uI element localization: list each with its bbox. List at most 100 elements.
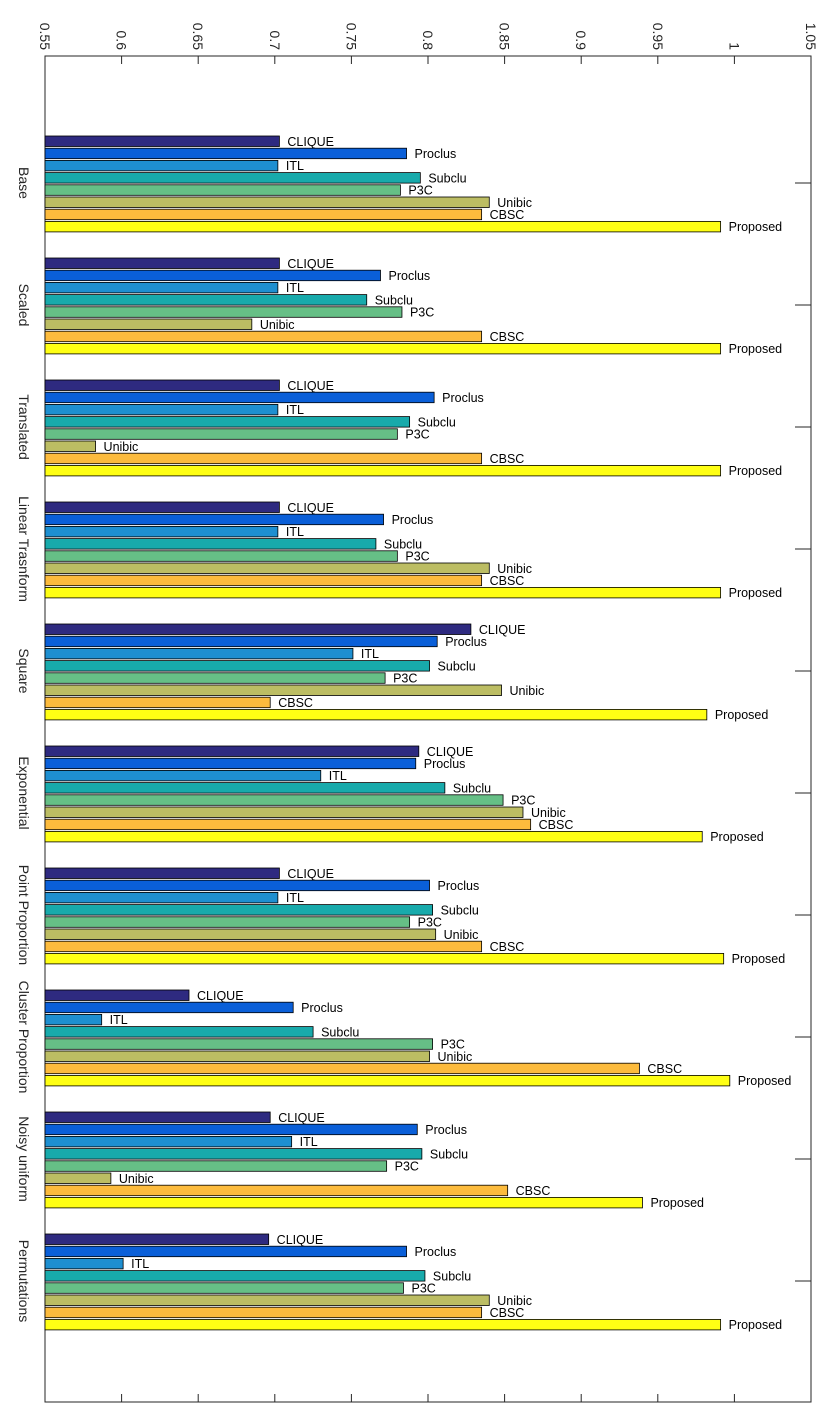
bar-label-subclu: Subclu bbox=[430, 1147, 468, 1161]
bar-proposed-translated bbox=[44, 464, 722, 477]
category-label: Scaled bbox=[16, 284, 32, 327]
x-tick-label: 0.95 bbox=[650, 23, 666, 50]
bar-label-p3c: P3C bbox=[418, 916, 442, 930]
bar-subclu-permutations bbox=[44, 1270, 426, 1282]
bar-label-cbsc: CBSC bbox=[516, 1184, 551, 1198]
category-label: Linear Trasnform bbox=[16, 496, 32, 602]
bar-p3c-point-proportion bbox=[44, 916, 411, 928]
bar-label-p3c: P3C bbox=[411, 1282, 435, 1296]
bar-label-clique: CLIQUE bbox=[287, 135, 334, 149]
bar-label-subclu: Subclu bbox=[375, 293, 413, 307]
bar-subclu-noisy-uniform bbox=[44, 1148, 423, 1160]
category-label: Base bbox=[16, 167, 32, 199]
bar-p3c-square bbox=[44, 672, 386, 684]
bar-p3c-permutations bbox=[44, 1282, 404, 1294]
bar-clique-noisy-uniform bbox=[44, 1111, 271, 1123]
bar-label-clique: CLIQUE bbox=[197, 989, 244, 1003]
bar-cbsc-permutations bbox=[44, 1306, 483, 1319]
category-axis-labels: Base Scaled Translated Linear Trasnform Squa… bbox=[16, 167, 32, 1322]
category-label: Translated bbox=[16, 394, 32, 460]
bar-label-cbsc: CBSC bbox=[490, 574, 525, 588]
bar-proposed-base bbox=[44, 220, 722, 233]
bar-clique-permutations bbox=[44, 1233, 270, 1245]
x-tick-label: 0.6 bbox=[114, 31, 130, 51]
bar-unibic-noisy-uniform bbox=[44, 1172, 112, 1184]
bar-label-subclu: Subclu bbox=[438, 659, 476, 673]
bar-subclu-exponential bbox=[44, 782, 446, 794]
bar-label-subclu: Subclu bbox=[441, 903, 479, 917]
x-tick-label: 0.55 bbox=[37, 23, 53, 50]
bar-label-itl: ITL bbox=[329, 769, 347, 783]
bar-cbsc-exponential bbox=[44, 818, 532, 831]
category-label: Cluster Proportion bbox=[16, 981, 32, 1094]
bar-subclu-translated bbox=[44, 416, 411, 428]
bar-label-unibic: Unibic bbox=[497, 562, 532, 576]
bar-label-cbsc: CBSC bbox=[490, 940, 525, 954]
bar-proclus-translated bbox=[44, 391, 435, 404]
bar-label-unibic: Unibic bbox=[438, 1050, 473, 1064]
bar-label-p3c: P3C bbox=[511, 794, 535, 808]
bar-label-subclu: Subclu bbox=[433, 1269, 471, 1283]
bar-subclu-cluster-proportion bbox=[44, 1026, 314, 1038]
bar-proposed-permutations bbox=[44, 1319, 722, 1331]
x-tick-label: 0.65 bbox=[190, 23, 206, 50]
bar-label-proclus: Proclus bbox=[415, 147, 457, 161]
bar-label-proclus: Proclus bbox=[389, 269, 431, 283]
bar-label-p3c: P3C bbox=[408, 184, 432, 198]
x-tick-label: 0.7 bbox=[267, 31, 283, 51]
bar-unibic-scaled bbox=[44, 318, 253, 330]
bar-label-proposed: Proposed bbox=[738, 1074, 792, 1088]
bar-proclus-exponential bbox=[44, 757, 417, 770]
bar-clique-base bbox=[44, 135, 280, 147]
bar-label-clique: CLIQUE bbox=[287, 501, 334, 515]
bar-label-itl: ITL bbox=[110, 1013, 128, 1027]
bar-p3c-translated bbox=[44, 428, 398, 440]
value-axis-tick-labels: 0.55 0.6 0.65 0.7 0.75 0.8 0.85 0.9 0.95 1 1.05 bbox=[37, 23, 819, 50]
bar-label-itl: ITL bbox=[286, 891, 304, 905]
bar-label-p3c: P3C bbox=[405, 550, 429, 564]
category-label: Point Proportion bbox=[16, 865, 32, 965]
bar-proclus-point-proportion bbox=[44, 879, 430, 892]
axis-ticks bbox=[44, 56, 812, 1402]
bar-unibic-permutations bbox=[44, 1294, 490, 1306]
bar-label-proclus: Proclus bbox=[445, 635, 487, 649]
bar-label-itl: ITL bbox=[286, 281, 304, 295]
category-label: Noisy uniform bbox=[16, 1116, 32, 1202]
bar-label-itl: ITL bbox=[361, 647, 379, 661]
x-tick-label: 0.85 bbox=[497, 23, 513, 50]
bar-label-proclus: Proclus bbox=[442, 391, 484, 405]
bar-subclu-linear-trasnform bbox=[44, 538, 377, 550]
bar-label-unibic: Unibic bbox=[510, 684, 545, 698]
bar-subclu-scaled bbox=[44, 294, 368, 306]
bar-unibic-cluster-proportion bbox=[44, 1050, 430, 1062]
bar-itl-exponential bbox=[44, 770, 322, 782]
bar-p3c-scaled bbox=[44, 306, 403, 318]
bar-itl-base bbox=[44, 159, 279, 172]
bar-label-proposed: Proposed bbox=[715, 708, 769, 722]
x-tick-label: 0.75 bbox=[343, 23, 359, 50]
x-tick-label: 0.9 bbox=[573, 31, 589, 51]
bar-label-clique: CLIQUE bbox=[427, 745, 474, 759]
bar-proclus-cluster-proportion bbox=[44, 1001, 294, 1014]
bar-cbsc-translated bbox=[44, 452, 483, 465]
bar-proposed-noisy-uniform bbox=[44, 1197, 643, 1209]
bar-label-proposed: Proposed bbox=[650, 1196, 704, 1210]
bar-label-clique: CLIQUE bbox=[287, 257, 334, 271]
bar-proclus-base bbox=[44, 147, 407, 160]
x-tick-label: 0.8 bbox=[420, 31, 436, 51]
bar-proclus-permutations bbox=[44, 1245, 407, 1258]
bar-label-subclu: Subclu bbox=[453, 781, 491, 795]
bar-itl-scaled bbox=[44, 281, 279, 294]
bar-label-clique: CLIQUE bbox=[278, 1111, 325, 1125]
bar-cbsc-scaled bbox=[44, 330, 483, 343]
bar-label-proclus: Proclus bbox=[415, 1245, 457, 1259]
bar-cbsc-square bbox=[44, 696, 271, 709]
bar-label-itl: ITL bbox=[286, 525, 304, 539]
bar-label-proclus: Proclus bbox=[425, 1123, 467, 1137]
bar-cbsc-point-proportion bbox=[44, 940, 483, 953]
bar-label-subclu: Subclu bbox=[418, 415, 456, 429]
bar-subclu-square bbox=[44, 660, 430, 672]
bar-label-unibic: Unibic bbox=[260, 318, 295, 332]
bar-clique-translated bbox=[44, 379, 280, 391]
bar-itl-translated bbox=[44, 403, 279, 416]
